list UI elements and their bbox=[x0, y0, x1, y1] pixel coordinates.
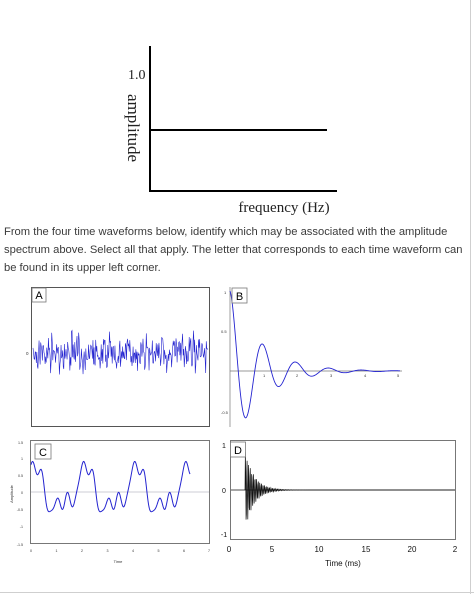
waveform-panel-d: D 1 0 -1 0 5 10 15 20 2 Time (ms) bbox=[221, 440, 458, 568]
panel-c-xlabel: Time bbox=[114, 559, 124, 564]
panel-c-ytick: 1 bbox=[21, 457, 23, 461]
panel-c-xtick: 6 bbox=[183, 549, 185, 553]
panel-c-ytick: 0 bbox=[21, 491, 23, 495]
panel-b-xtick: 4 bbox=[364, 373, 367, 378]
panel-c-ylabel: Amplitude bbox=[9, 484, 14, 503]
panel-b-letter: B bbox=[236, 291, 243, 303]
page-right-border bbox=[470, 0, 471, 594]
spectrum-ytick: 1.0 bbox=[128, 68, 146, 83]
panel-a-ytick: 0 bbox=[26, 351, 29, 356]
panel-a-waveform bbox=[32, 329, 209, 375]
panel-c-ytick: -1 bbox=[20, 525, 23, 529]
panel-c-xtick: 3 bbox=[107, 549, 109, 553]
panel-d-xtick: 15 bbox=[362, 545, 371, 554]
spectrum-xlabel: frequency (Hz) bbox=[238, 200, 329, 216]
waveform-panel-a: A 0 bbox=[26, 287, 210, 427]
spectrum-ylabel: amplitude bbox=[124, 94, 143, 162]
panel-a-letter: A bbox=[35, 290, 43, 302]
panel-c-xtick: 7 bbox=[208, 549, 210, 553]
waveform-panel-c: C Amplitude Time 1.5 1 0.5 0 -0.5 -1 -1.… bbox=[9, 440, 210, 564]
panel-a-letter-box bbox=[31, 287, 47, 303]
panel-b-ytick: 1 bbox=[224, 290, 227, 295]
panel-d-ytick: -1 bbox=[221, 532, 227, 539]
panel-b-xtick: 1 bbox=[263, 373, 266, 378]
waveform-panel-b: B 1 0.5 -0.5 1 2 3 4 5 bbox=[221, 287, 402, 427]
panel-b-waveform bbox=[229, 290, 401, 419]
panel-c-xtick: 4 bbox=[132, 549, 134, 553]
panel-c-letter-box bbox=[34, 443, 52, 460]
panel-d-xtick: 5 bbox=[270, 545, 275, 554]
amplitude-spectrum-graph: 1.0 amplitude frequency (Hz) bbox=[124, 46, 337, 216]
panel-b-ytick: -0.5 bbox=[221, 410, 229, 415]
panel-c-ytick: 0.5 bbox=[18, 474, 23, 478]
panel-d-ytick: 1 bbox=[222, 443, 226, 450]
panel-d-waveform bbox=[244, 452, 455, 520]
question-text: From the four time waveforms below, iden… bbox=[4, 226, 463, 274]
panel-d-letter: D bbox=[234, 445, 242, 457]
panel-c-xtick: 0 bbox=[30, 549, 32, 553]
panel-c-ytick: 1.5 bbox=[18, 441, 23, 445]
panel-c-waveform bbox=[30, 460, 191, 513]
panel-c-letter: C bbox=[39, 447, 47, 459]
panel-d-xtick: 20 bbox=[408, 545, 417, 554]
panel-d-ytick: 0 bbox=[222, 488, 226, 495]
panel-b-xtick: 2 bbox=[296, 373, 299, 378]
panel-b-ytick: 0.5 bbox=[221, 329, 227, 334]
page-bottom-border bbox=[0, 592, 474, 593]
panel-c-xtick: 1 bbox=[56, 549, 58, 553]
panel-d-xtick: 10 bbox=[315, 545, 324, 554]
panel-c-ytick: -0.5 bbox=[17, 508, 23, 512]
panel-b-xtick: 3 bbox=[330, 373, 333, 378]
panel-b-xtick: 5 bbox=[397, 373, 400, 378]
panel-d-letter-box bbox=[230, 441, 246, 458]
panel-d-xlabel: Time (ms) bbox=[325, 559, 361, 568]
panel-c-xtick: 2 bbox=[81, 549, 83, 553]
panel-c-ytick: -1.5 bbox=[17, 543, 23, 547]
panel-c-xtick: 5 bbox=[158, 549, 160, 553]
panel-d-xtick: 2 bbox=[453, 545, 458, 554]
panel-b-letter-box bbox=[231, 287, 248, 304]
panel-d-xtick: 0 bbox=[227, 545, 232, 554]
